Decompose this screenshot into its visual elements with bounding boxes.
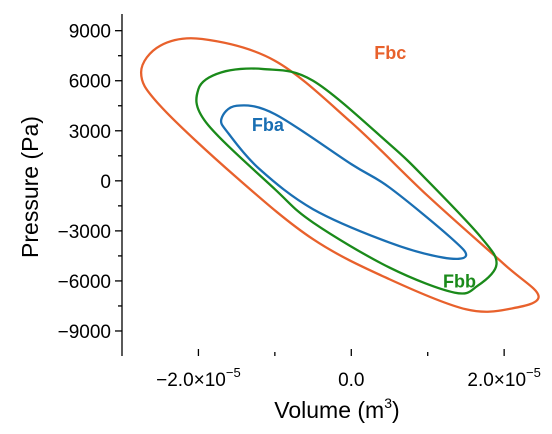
x-axis-title-superscript: 3 <box>384 395 392 411</box>
x-tick-label-base: −2.0×10 <box>156 370 226 391</box>
x-tick-label-base: 0.0 <box>338 370 364 391</box>
annotation-fbb: Fbb <box>443 272 476 292</box>
y-axis-ticks: 9000 6000 3000 0 −3000 −6000 −9000 <box>58 22 122 343</box>
x-tick-label-exponent: −5 <box>226 365 241 380</box>
series-layer <box>139 37 540 313</box>
x-tick-label-exponent: −5 <box>526 365 541 380</box>
x-tick-label: 2.0×10−5 <box>467 365 540 391</box>
series-fbc-curve <box>139 37 540 313</box>
annotations-layer: Fbc Fba Fbb <box>252 43 476 292</box>
series-fbb-curve <box>195 67 498 295</box>
x-axis-title: Volume (m3) <box>274 395 399 423</box>
y-tick-label: 3000 <box>69 122 111 143</box>
y-tick-label: 9000 <box>69 22 111 43</box>
x-tick-label-base: 2.0×10 <box>467 370 526 391</box>
series-fba-curve <box>219 104 468 261</box>
x-tick-label: 0.0 <box>338 370 364 391</box>
x-axis-ticks: −2.0×10−5 0.0 2.0×10−5 <box>156 349 541 391</box>
x-axis-title-main: Volume (m <box>274 397 384 423</box>
x-tick-label: −2.0×10−5 <box>156 365 241 391</box>
y-tick-label: −6000 <box>58 272 111 293</box>
y-tick-label: −9000 <box>58 322 111 343</box>
annotation-fba: Fba <box>252 115 285 135</box>
y-axis-title: Pressure (Pa) <box>17 116 43 258</box>
y-tick-label: 0 <box>100 172 111 193</box>
y-tick-label: −3000 <box>58 222 111 243</box>
x-axis-title-suffix: ) <box>392 397 400 423</box>
y-tick-label: 6000 <box>69 72 111 93</box>
annotation-fbc: Fbc <box>374 43 406 63</box>
